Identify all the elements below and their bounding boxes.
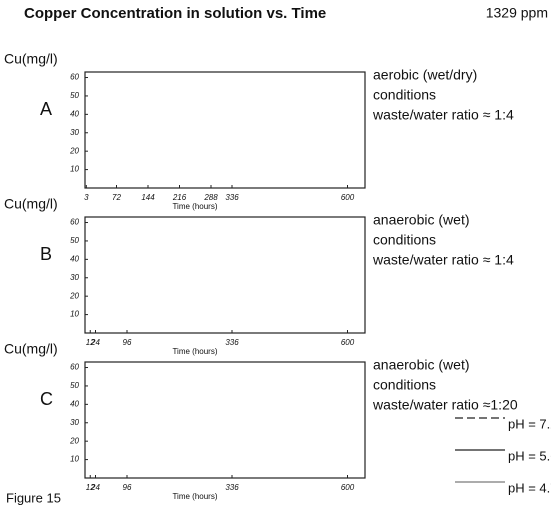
x-tick-label: 96: [123, 483, 132, 492]
y-tick-label: 10: [70, 455, 79, 464]
condition-note: conditions: [373, 232, 436, 248]
y-tick-label: 20: [69, 291, 79, 300]
condition-note: waste/water ratio ≈ 1:4: [372, 107, 514, 123]
y-tick-label: 20: [69, 146, 79, 155]
y-tick-label: 30: [70, 273, 79, 282]
y-tick-label: 40: [70, 109, 79, 118]
plot-frame: [84, 361, 366, 479]
y-tick-label: 60: [70, 363, 79, 372]
panel-label: A: [40, 99, 52, 119]
condition-note: anaerobic (wet): [373, 357, 470, 373]
y-tick-label: 60: [70, 218, 79, 227]
x-tick-label: 12: [86, 483, 95, 492]
x-tick-label: 96: [123, 338, 132, 347]
condition-note: conditions: [373, 377, 436, 393]
figure-title: Copper Concentration in solution vs. Tim…: [24, 5, 326, 22]
condition-note: waste/water ratio ≈ 1:4: [372, 252, 514, 268]
x-tick-label: 600: [341, 193, 355, 202]
x-tick-label: 144: [141, 193, 155, 202]
concentration: 1329 ppm: [486, 5, 548, 21]
y-tick-label: 50: [70, 236, 79, 245]
x-axis-label: Time (hours): [172, 202, 217, 211]
x-tick-label: 600: [341, 338, 355, 347]
y-tick-label: 40: [70, 254, 79, 263]
x-tick-label: 3: [84, 193, 89, 202]
y-axis-label: Cu(mg/l): [4, 196, 58, 212]
x-tick-label: 12: [86, 338, 95, 347]
x-axis-label: Time (hours): [172, 347, 217, 356]
x-tick-label: 336: [225, 193, 239, 202]
panel-label: C: [40, 389, 53, 409]
y-tick-label: 60: [70, 73, 79, 82]
x-tick-label: 72: [112, 193, 121, 202]
legend-label: pH = 7.2: [508, 416, 551, 431]
y-tick-label: 30: [70, 128, 79, 137]
figure-label: Figure 15: [6, 490, 61, 505]
condition-note: anaerobic (wet): [373, 212, 470, 228]
y-tick-label: 50: [70, 381, 79, 390]
x-tick-label: 24: [90, 483, 100, 492]
y-tick-label: 10: [70, 310, 79, 319]
panel-label: B: [40, 244, 52, 264]
x-tick-label: 216: [172, 193, 187, 202]
y-tick-label: 10: [70, 165, 79, 174]
y-tick-label: 40: [70, 399, 79, 408]
x-axis-label: Time (hours): [172, 492, 217, 501]
condition-note: conditions: [373, 87, 436, 103]
condition-note: aerobic (wet/dry): [373, 67, 477, 83]
condition-note: waste/water ratio ≈1:20: [372, 397, 518, 413]
x-tick-label: 288: [203, 193, 218, 202]
y-tick-label: 50: [70, 91, 79, 100]
legend-label: pH = 5.65: [508, 448, 551, 463]
x-tick-label: 336: [225, 483, 239, 492]
y-axis-label: Cu(mg/l): [4, 341, 58, 357]
y-axis-label: Cu(mg/l): [4, 51, 58, 67]
x-tick-label: 336: [225, 338, 239, 347]
y-tick-label: 30: [70, 418, 79, 427]
y-tick-label: 20: [69, 436, 79, 445]
x-tick-label: 24: [90, 338, 100, 347]
legend-label: pH = 4.7: [508, 480, 551, 495]
x-tick-label: 600: [341, 483, 355, 492]
plot-frame: [84, 71, 366, 189]
plot-frame: [84, 216, 366, 334]
